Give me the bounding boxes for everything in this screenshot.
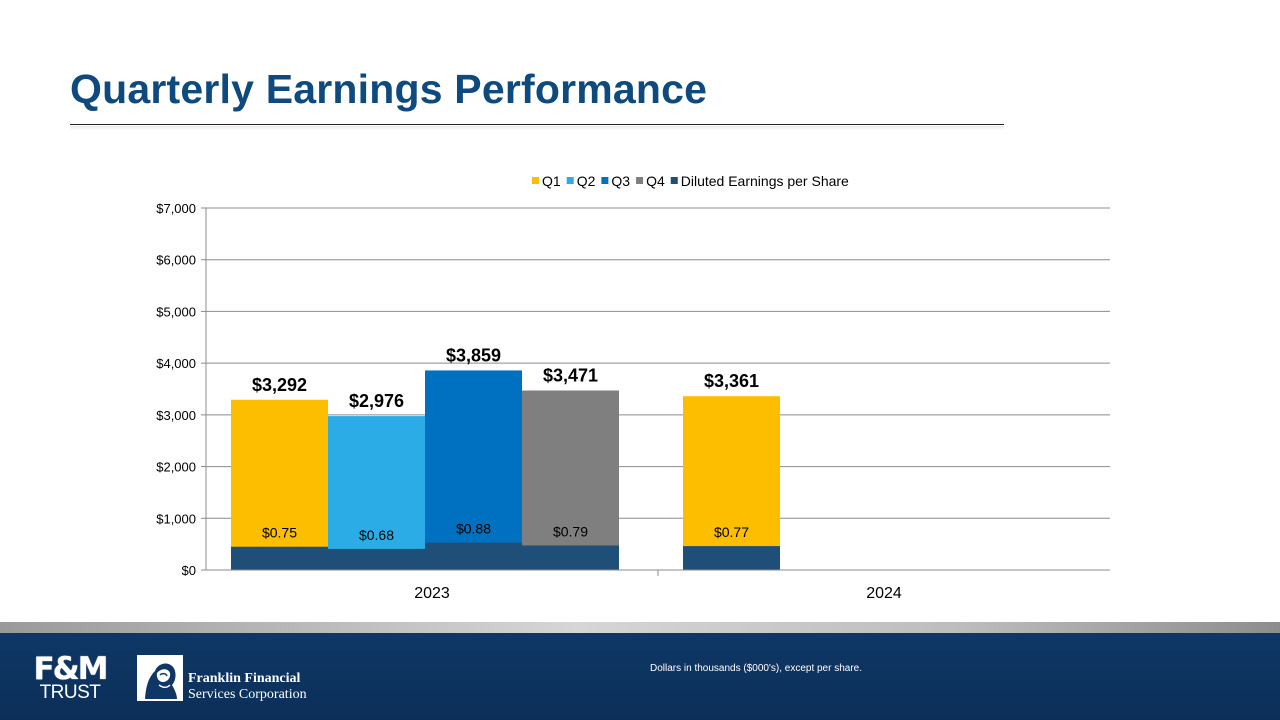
y-tick-label: $7,000 xyxy=(156,201,196,216)
bar-q3-2023 xyxy=(425,370,522,570)
legend-label: Q1 xyxy=(542,173,561,189)
legend-label: Q4 xyxy=(646,173,665,189)
legend-swatch xyxy=(670,177,678,184)
ffsc-name-line2: Services Corporation xyxy=(188,687,307,702)
legend-label: Q2 xyxy=(577,173,596,189)
bar-value-label: $3,471 xyxy=(543,365,598,385)
eps-value-label: $0.77 xyxy=(714,524,749,540)
legend-label: Q3 xyxy=(611,173,630,189)
footer: F&M TRUST Franklin Financial Services Co… xyxy=(0,633,1280,720)
bar-q1-2023 xyxy=(231,399,328,570)
y-tick-label: $5,000 xyxy=(156,304,196,319)
legend-swatch xyxy=(601,177,609,184)
eps-bar-q3-2023 xyxy=(425,542,522,570)
chart-bars xyxy=(231,370,780,570)
bar-q1-2024 xyxy=(683,396,780,570)
chart-data-labels: $3,292 $0.75 $2,976 $0.68 $3,859 $0.88 $3,471 $… xyxy=(252,345,759,542)
y-tick-label: $1,000 xyxy=(156,511,196,526)
x-tick-label: 2024 xyxy=(866,585,902,602)
eps-bar-q1-2024 xyxy=(683,546,780,570)
bar-value-label: $3,292 xyxy=(252,375,307,395)
ffsc-name-line1: Franklin Financial xyxy=(188,671,301,686)
y-tick-label: $4,000 xyxy=(156,356,196,371)
y-tick-label: $6,000 xyxy=(156,253,196,268)
y-tick-label: $3,000 xyxy=(156,408,196,423)
chart-gridlines xyxy=(206,207,1110,519)
eps-value-label: $0.68 xyxy=(359,527,394,543)
legend-swatch xyxy=(636,177,644,184)
eps-bars xyxy=(231,542,780,570)
ffsc-portrait-icon xyxy=(137,655,183,701)
bar-q2-2023 xyxy=(328,416,425,570)
footnote: Dollars in thousands ($000's), except pe… xyxy=(650,663,863,674)
chart-legend: Q1 Q2 Q3 Q4 Diluted Earnings per Share xyxy=(532,173,849,189)
legend-label: Diluted Earnings per Share xyxy=(681,173,849,189)
bar-value-label: $3,859 xyxy=(446,345,501,365)
earnings-chart: Q1 Q2 Q3 Q4 Diluted Earnings per Share $0 $1,… xyxy=(156,173,1110,602)
page-title: Quarterly Earnings Performance xyxy=(70,66,708,112)
legend-swatch xyxy=(566,177,574,184)
fm-trust-logo: F&M TRUST xyxy=(28,651,112,703)
bar-value-label: $2,976 xyxy=(349,391,404,411)
fm-logo-mark: F&M xyxy=(33,651,108,687)
eps-value-label: $0.88 xyxy=(456,521,491,537)
y-tick-label: $2,000 xyxy=(156,460,196,475)
y-tick-label: $0 xyxy=(182,563,196,578)
footer-band xyxy=(0,622,1280,633)
eps-value-label: $0.79 xyxy=(553,523,588,539)
ffsc-logo-text: Franklin Financial Services Corporation xyxy=(188,671,307,703)
eps-bar-q4-2023 xyxy=(522,545,619,570)
chart-axes: $0 $1,000 $2,000 $3,000 $4,000 $5,000 $6,000 $7… xyxy=(156,201,1110,602)
eps-bar-q2-2023 xyxy=(328,548,425,570)
eps-value-label: $0.75 xyxy=(262,525,297,541)
bar-value-label: $3,361 xyxy=(704,371,759,391)
title-divider xyxy=(70,124,1004,125)
bar-q4-2023 xyxy=(522,390,619,570)
legend-swatch xyxy=(532,177,539,184)
eps-bar-q1-2023 xyxy=(231,546,328,570)
x-tick-label: 2023 xyxy=(414,585,450,602)
title-divider-shadow xyxy=(70,126,1004,130)
fm-logo-trust: TRUST xyxy=(39,682,101,703)
